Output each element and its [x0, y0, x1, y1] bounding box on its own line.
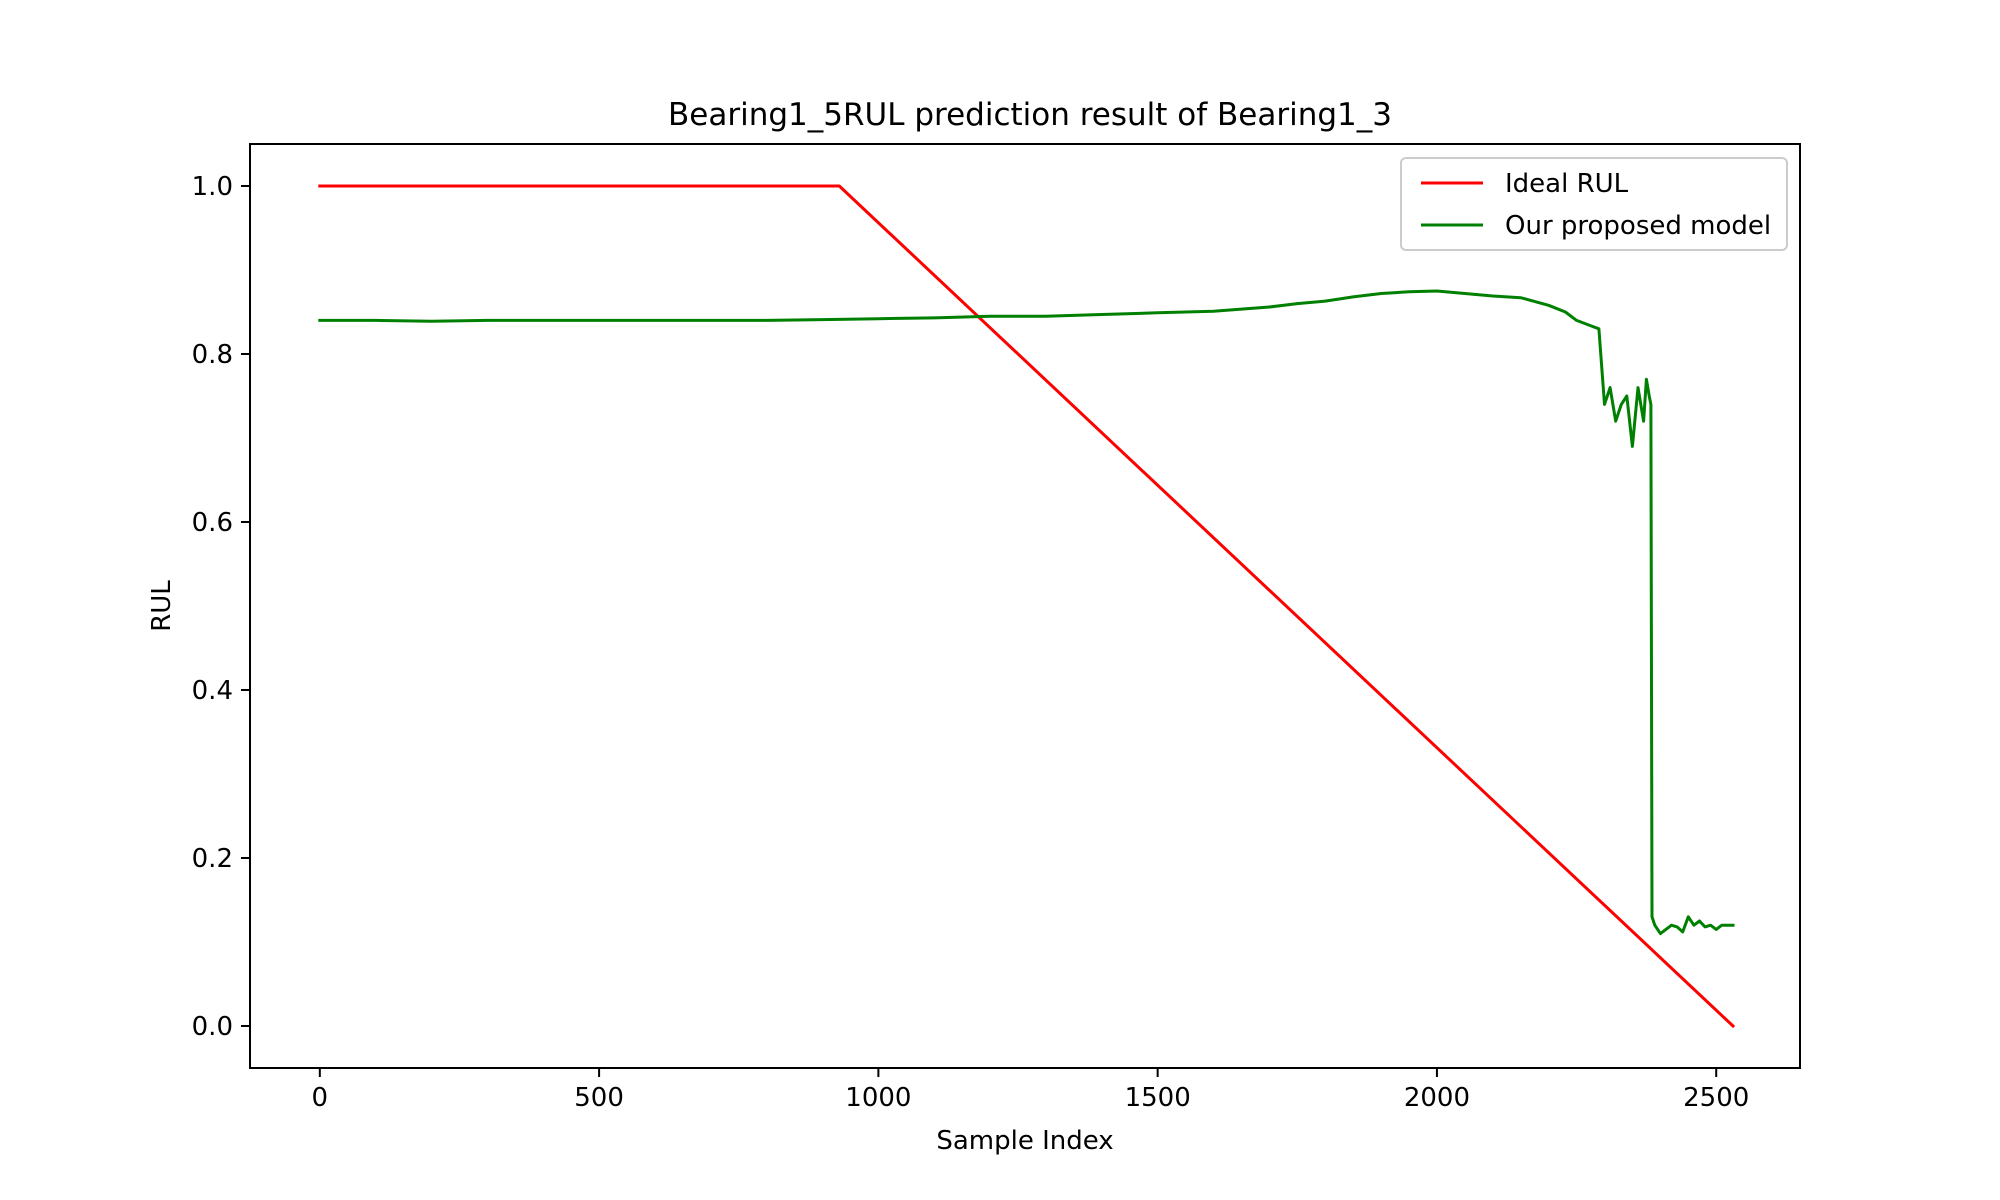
y-tick-label: 0.6 [192, 508, 233, 538]
x-tick-label: 2000 [1404, 1083, 1470, 1113]
series-layer [318, 184, 1736, 1029]
x-tick-label: 2500 [1683, 1083, 1749, 1113]
x-tick-label: 1000 [845, 1083, 911, 1113]
y-tick-label: 0.4 [192, 676, 233, 706]
x-tick-label: 500 [574, 1083, 624, 1113]
y-axis: 0.0 0.2 0.4 0.6 0.8 1.0 [192, 172, 250, 1042]
plot-frame [249, 143, 1801, 1069]
chart-title: Bearing1_5RUL prediction result of Beari… [668, 97, 1392, 133]
series-line-0 [318, 184, 1736, 1029]
series-line-1 [318, 289, 1735, 936]
y-axis-label: RUL [147, 580, 177, 632]
x-tick-label: 0 [312, 1083, 329, 1113]
y-tick-label: 0.2 [192, 844, 233, 874]
y-tick-label: 0.8 [192, 340, 233, 370]
y-tick-label: 1.0 [192, 172, 233, 202]
legend-box [1400, 157, 1788, 251]
y-tick-label: 0.0 [192, 1012, 233, 1042]
x-axis-label: Sample Index [936, 1126, 1113, 1156]
legend-label: Ideal RUL [1505, 169, 1629, 199]
legend-items: Ideal RUL Our proposed model [1421, 169, 1771, 241]
x-tick-label: 1500 [1125, 1083, 1191, 1113]
legend: Ideal RUL Our proposed model [1400, 157, 1788, 251]
x-axis: 0 500 1000 1500 2000 2500 [312, 1068, 1749, 1113]
legend-label: Our proposed model [1505, 211, 1771, 241]
